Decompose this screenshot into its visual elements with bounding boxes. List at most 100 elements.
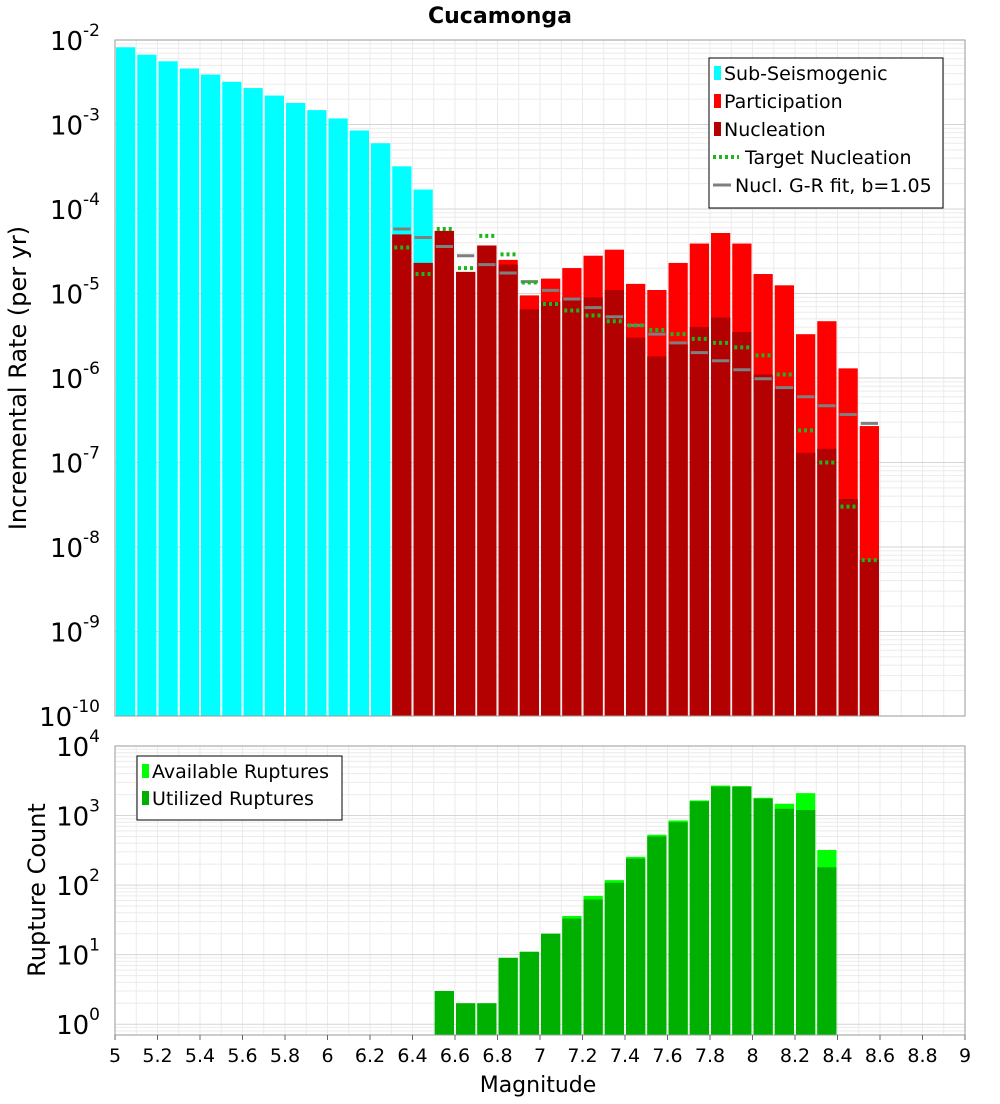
bottom-legend-swatch [142,764,149,778]
top-y-tick-label: 10-9 [50,613,100,649]
top-legend-swatch [714,66,721,80]
nucleation-bar [711,317,731,716]
nucleation-bar [562,297,582,716]
top-legend: Sub-Seismogenic Participation Nucleation Ta… [708,57,944,209]
bottom-legend: Available Ruptures Utilized Ruptures [136,755,343,821]
nucleation-bar [796,452,816,716]
top-legend-box [708,57,944,209]
nucleation-bar [732,332,752,716]
nucleation-bar [392,234,412,717]
x-tick-label: 6 [321,1045,333,1067]
utilized-ruptures-bar [498,957,518,1035]
x-tick-label: 5.4 [185,1045,215,1067]
top-legend-label: Nucl. G-R fit, b=1.05 [735,175,932,197]
x-tick-label: 7 [534,1045,546,1067]
x-tick-label: 7.8 [695,1045,725,1067]
sub-seismogenic-bar [264,95,284,716]
nucleation-bar [477,245,497,717]
bottom-y-axis-label: Rupture Count [23,803,51,977]
bottom-legend-label: Utilized Ruptures [152,788,314,810]
nucleation-bar [689,327,709,716]
utilized-ruptures-bar [817,867,837,1035]
utilized-ruptures-bar [668,822,688,1035]
top-y-tick-label: 10-6 [50,359,100,395]
utilized-ruptures-bar [604,882,624,1035]
top-plot-frame [114,39,966,717]
x-tick-label: 5 [109,1045,121,1067]
nucleation-bar [541,301,561,716]
x-tick-label: 8.2 [780,1045,810,1067]
top-y-tick-label: 10-7 [50,444,100,480]
top-y-axis-label: Incremental Rate (per yr) [4,226,32,530]
utilized-ruptures-bar [541,933,561,1035]
x-tick-label: 9 [959,1045,971,1067]
x-tick-label: 6.8 [482,1045,512,1067]
nucleation-bar [817,448,837,716]
x-tick-label: 8.4 [822,1045,852,1067]
top-legend-label: Nucleation [724,119,826,141]
x-axis-label: Magnitude [480,1073,597,1098]
sub-seismogenic-bar [158,61,178,716]
bottom-y-tick-label: 102 [56,866,100,902]
utilized-ruptures-bar [647,836,667,1035]
nucleation-bar [774,388,794,716]
top-legend-label: Sub-Seismogenic [724,63,888,85]
sub-seismogenic-bar [243,88,263,717]
utilized-ruptures-bar [434,991,454,1035]
bottom-legend-swatch [142,791,149,805]
nucleation-bar [498,264,518,716]
chart-title: Cucamonga [428,4,572,29]
sub-seismogenic-bar [349,130,369,716]
utilized-ruptures-bar [583,899,603,1035]
sub-seismogenic-bar [137,54,157,717]
sub-seismogenic-bar [116,47,136,717]
top-legend-label: Target Nucleation [744,147,912,169]
x-tick-label: 6.2 [355,1045,385,1067]
sub-seismogenic-bar [201,74,221,716]
utilized-ruptures-bar [711,786,731,1035]
utilized-ruptures-bar [562,918,582,1035]
top-legend-label: Participation [724,91,843,113]
utilized-ruptures-bar [796,810,816,1035]
nucleation-bar [519,309,539,716]
x-tick-label: 7.6 [652,1045,682,1067]
bottom-y-tick-label: 103 [56,797,100,833]
nucleation-bar [434,230,454,717]
bottom-y-tick-label: 101 [56,936,100,972]
utilized-ruptures-bar [753,798,773,1035]
utilized-ruptures-bar [477,1003,497,1035]
x-tick-label: 5.8 [270,1045,300,1067]
x-tick-label: 5.2 [142,1045,172,1067]
sub-seismogenic-bar [328,118,348,717]
utilized-ruptures-bar [626,858,646,1035]
nucleation-bar [859,560,879,716]
nucleation-bar [668,344,688,716]
top-y-tick-label: 10-10 [39,697,100,733]
x-tick-label: 5.6 [227,1045,257,1067]
utilized-ruptures-bar [456,1003,476,1035]
x-tick-label: 7.2 [567,1045,597,1067]
utilized-ruptures-bar [689,801,709,1035]
sub-seismogenic-bar [179,68,199,717]
bottom-legend-box [136,755,343,821]
nucleation-bar [456,271,476,716]
top-y-tick-label: 10-4 [50,190,100,226]
nucleation-bar [753,374,773,716]
utilized-ruptures-bar [519,951,539,1035]
top-legend-swatch [714,122,721,136]
sub-seismogenic-bar [307,110,327,716]
x-tick-label: 7.4 [610,1045,640,1067]
top-y-tick-label: 10-8 [50,528,100,564]
nucleation-bar [583,297,603,716]
x-tick-label: 8.6 [865,1045,895,1067]
sub-seismogenic-bar [371,143,391,716]
nucleation-bar [626,337,646,716]
x-tick-label: 8.8 [907,1045,937,1067]
bottom-y-tick-label: 100 [56,1005,100,1041]
sub-seismogenic-bar [286,102,306,717]
nucleation-bar [413,262,433,716]
top-legend-swatch [714,94,721,108]
top-y-tick-label: 10-5 [50,275,100,311]
